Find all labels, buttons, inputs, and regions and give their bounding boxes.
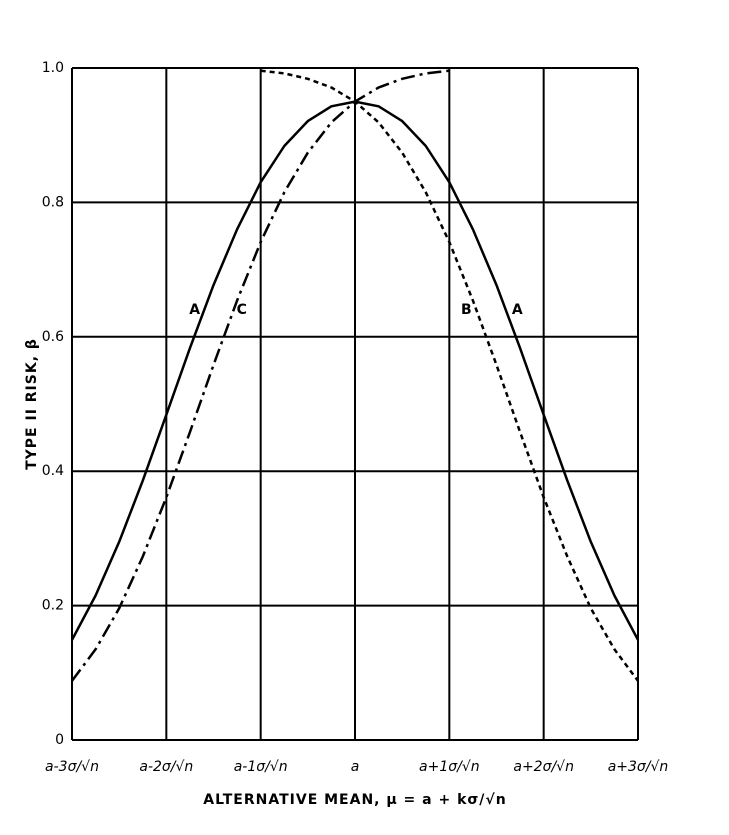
y-tick-label: 0.6 <box>42 329 64 345</box>
x-tick-label: a+1σ/√n <box>419 759 480 775</box>
curve-label: C <box>237 302 247 318</box>
curve-label: B <box>461 302 472 318</box>
y-axis-title: TYPE II RISK, β <box>24 338 40 470</box>
x-tick-label: a <box>351 759 360 775</box>
x-tick-label: a-2σ/√n <box>139 759 193 775</box>
x-tick-label: a+2σ/√n <box>513 759 574 775</box>
y-tick-label: 0.8 <box>42 194 64 210</box>
curve <box>260 69 640 682</box>
x-tick-label: a-3σ/√n <box>45 759 99 775</box>
curve-label: A <box>512 302 523 318</box>
curve-label: A <box>189 302 200 318</box>
x-tick-label: a+3σ/√n <box>608 759 669 775</box>
curve <box>70 69 450 682</box>
y-tick-label: 0.2 <box>42 598 64 614</box>
y-tick-label: 1.0 <box>42 60 64 76</box>
y-tick-label: 0.4 <box>42 463 64 479</box>
y-tick-label: 0 <box>55 732 64 748</box>
x-axis-title: ALTERNATIVE MEAN, μ = a + kσ/√n <box>203 792 506 808</box>
x-tick-label: a-1σ/√n <box>234 759 288 775</box>
